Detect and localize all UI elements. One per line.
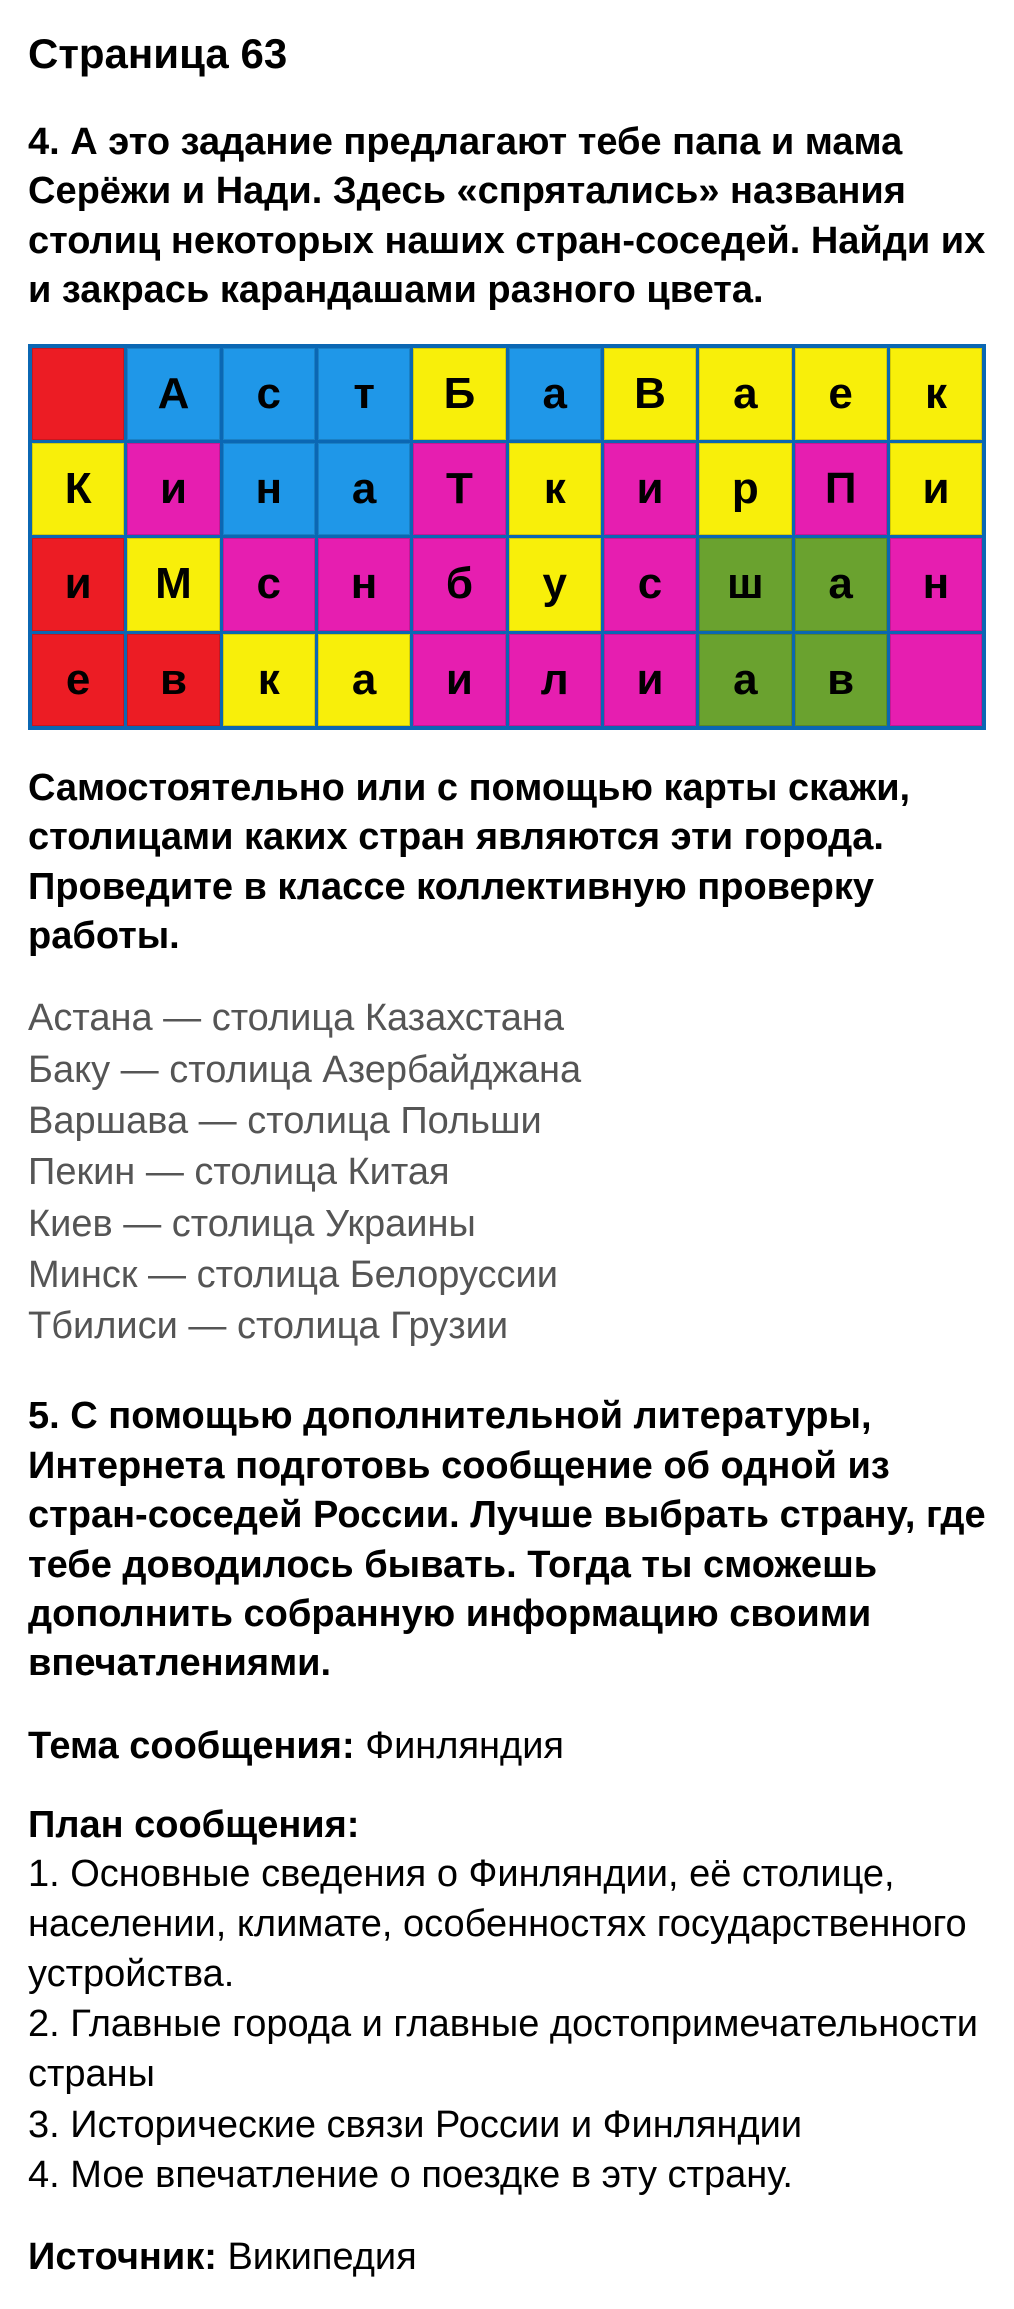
grid-cell: и xyxy=(413,634,505,726)
grid-cell: в xyxy=(795,634,887,726)
source-line: Источник: Википедия xyxy=(28,2236,986,2279)
grid-cell: н xyxy=(318,538,410,630)
grid-cell: Б xyxy=(413,348,505,440)
plan-item: 3. Исторические связи России и Финляндии xyxy=(28,2100,986,2150)
answer-line: Тбилиси — столица Грузии xyxy=(28,1301,986,1352)
task4-mid: Самостоятельно или с помощью карты скажи… xyxy=(28,764,986,962)
grid-cell: Т xyxy=(413,443,505,535)
grid-cell: c xyxy=(604,538,696,630)
letter-grid: АстБаВаекКинаТкирПииМcнбуcшаневкаилиав xyxy=(28,344,986,730)
grid-cell: е xyxy=(32,634,124,726)
grid-cell: к xyxy=(509,443,601,535)
grid-cell: и xyxy=(32,538,124,630)
grid-cell: и xyxy=(890,443,982,535)
grid-cell: е xyxy=(795,348,887,440)
grid-cell: а xyxy=(795,538,887,630)
grid-cell: к xyxy=(890,348,982,440)
answers-list: Астана — столица КазахстанаБаку — столиц… xyxy=(28,993,986,1352)
plan-item: 2. Главные города и главные достопримеча… xyxy=(28,1999,986,2099)
plan-items: 1. Основные сведения о Финляндии, её сто… xyxy=(28,1849,986,2200)
grid-cell: ш xyxy=(699,538,791,630)
grid-cell: р xyxy=(699,443,791,535)
grid-cell: а xyxy=(318,634,410,726)
grid-cell: а xyxy=(318,443,410,535)
grid-cell: у xyxy=(509,538,601,630)
grid-cell: в xyxy=(127,634,219,726)
grid-cell: н xyxy=(890,538,982,630)
grid-cell: П xyxy=(795,443,887,535)
topic-value: Финляндия xyxy=(365,1725,564,1767)
answer-line: Баку — столица Азербайджана xyxy=(28,1045,986,1096)
answer-line: Астана — столица Казахстана xyxy=(28,993,986,1044)
grid-cell: М xyxy=(127,538,219,630)
grid-cell: л xyxy=(509,634,601,726)
source-value: Википедия xyxy=(227,2236,416,2278)
grid-cell: н xyxy=(223,443,315,535)
task5-intro: 5. С помощью дополнительной литературы, … xyxy=(28,1392,986,1688)
answer-line: Минск — столица Белоруссии xyxy=(28,1250,986,1301)
grid-cell: б xyxy=(413,538,505,630)
grid-cell: и xyxy=(604,443,696,535)
answer-line: Варшава — столица Польши xyxy=(28,1096,986,1147)
grid-cell: а xyxy=(699,634,791,726)
source-label: Источник: xyxy=(28,2236,217,2278)
plan-item: 1. Основные сведения о Финляндии, её сто… xyxy=(28,1849,986,1999)
grid-cell: и xyxy=(127,443,219,535)
grid-cell: c xyxy=(223,538,315,630)
grid-cell: В xyxy=(604,348,696,440)
grid-cell: а xyxy=(699,348,791,440)
grid-cell: т xyxy=(318,348,410,440)
grid-cell: к xyxy=(223,634,315,726)
grid-cell: К xyxy=(32,443,124,535)
grid-cell xyxy=(32,348,124,440)
letter-grid-container: АстБаВаекКинаТкирПииМcнбуcшаневкаилиав xyxy=(28,344,986,730)
grid-cell: и xyxy=(604,634,696,726)
answer-line: Пекин — столица Китая xyxy=(28,1147,986,1198)
grid-cell: А xyxy=(127,348,219,440)
grid-cell: с xyxy=(223,348,315,440)
plan-item: 4. Мое впечатление о поездке в эту стран… xyxy=(28,2150,986,2200)
topic-label: Тема сообщения: xyxy=(28,1725,355,1767)
plan-title: План сообщения: xyxy=(28,1804,986,1847)
task4-intro: 4. А это задание предлагают тебе папа и … xyxy=(28,118,986,316)
topic-line: Тема сообщения: Финляндия xyxy=(28,1725,986,1768)
grid-cell xyxy=(890,634,982,726)
page-title: Страница 63 xyxy=(28,30,986,78)
answer-line: Киев — столица Украины xyxy=(28,1199,986,1250)
grid-cell: а xyxy=(509,348,601,440)
